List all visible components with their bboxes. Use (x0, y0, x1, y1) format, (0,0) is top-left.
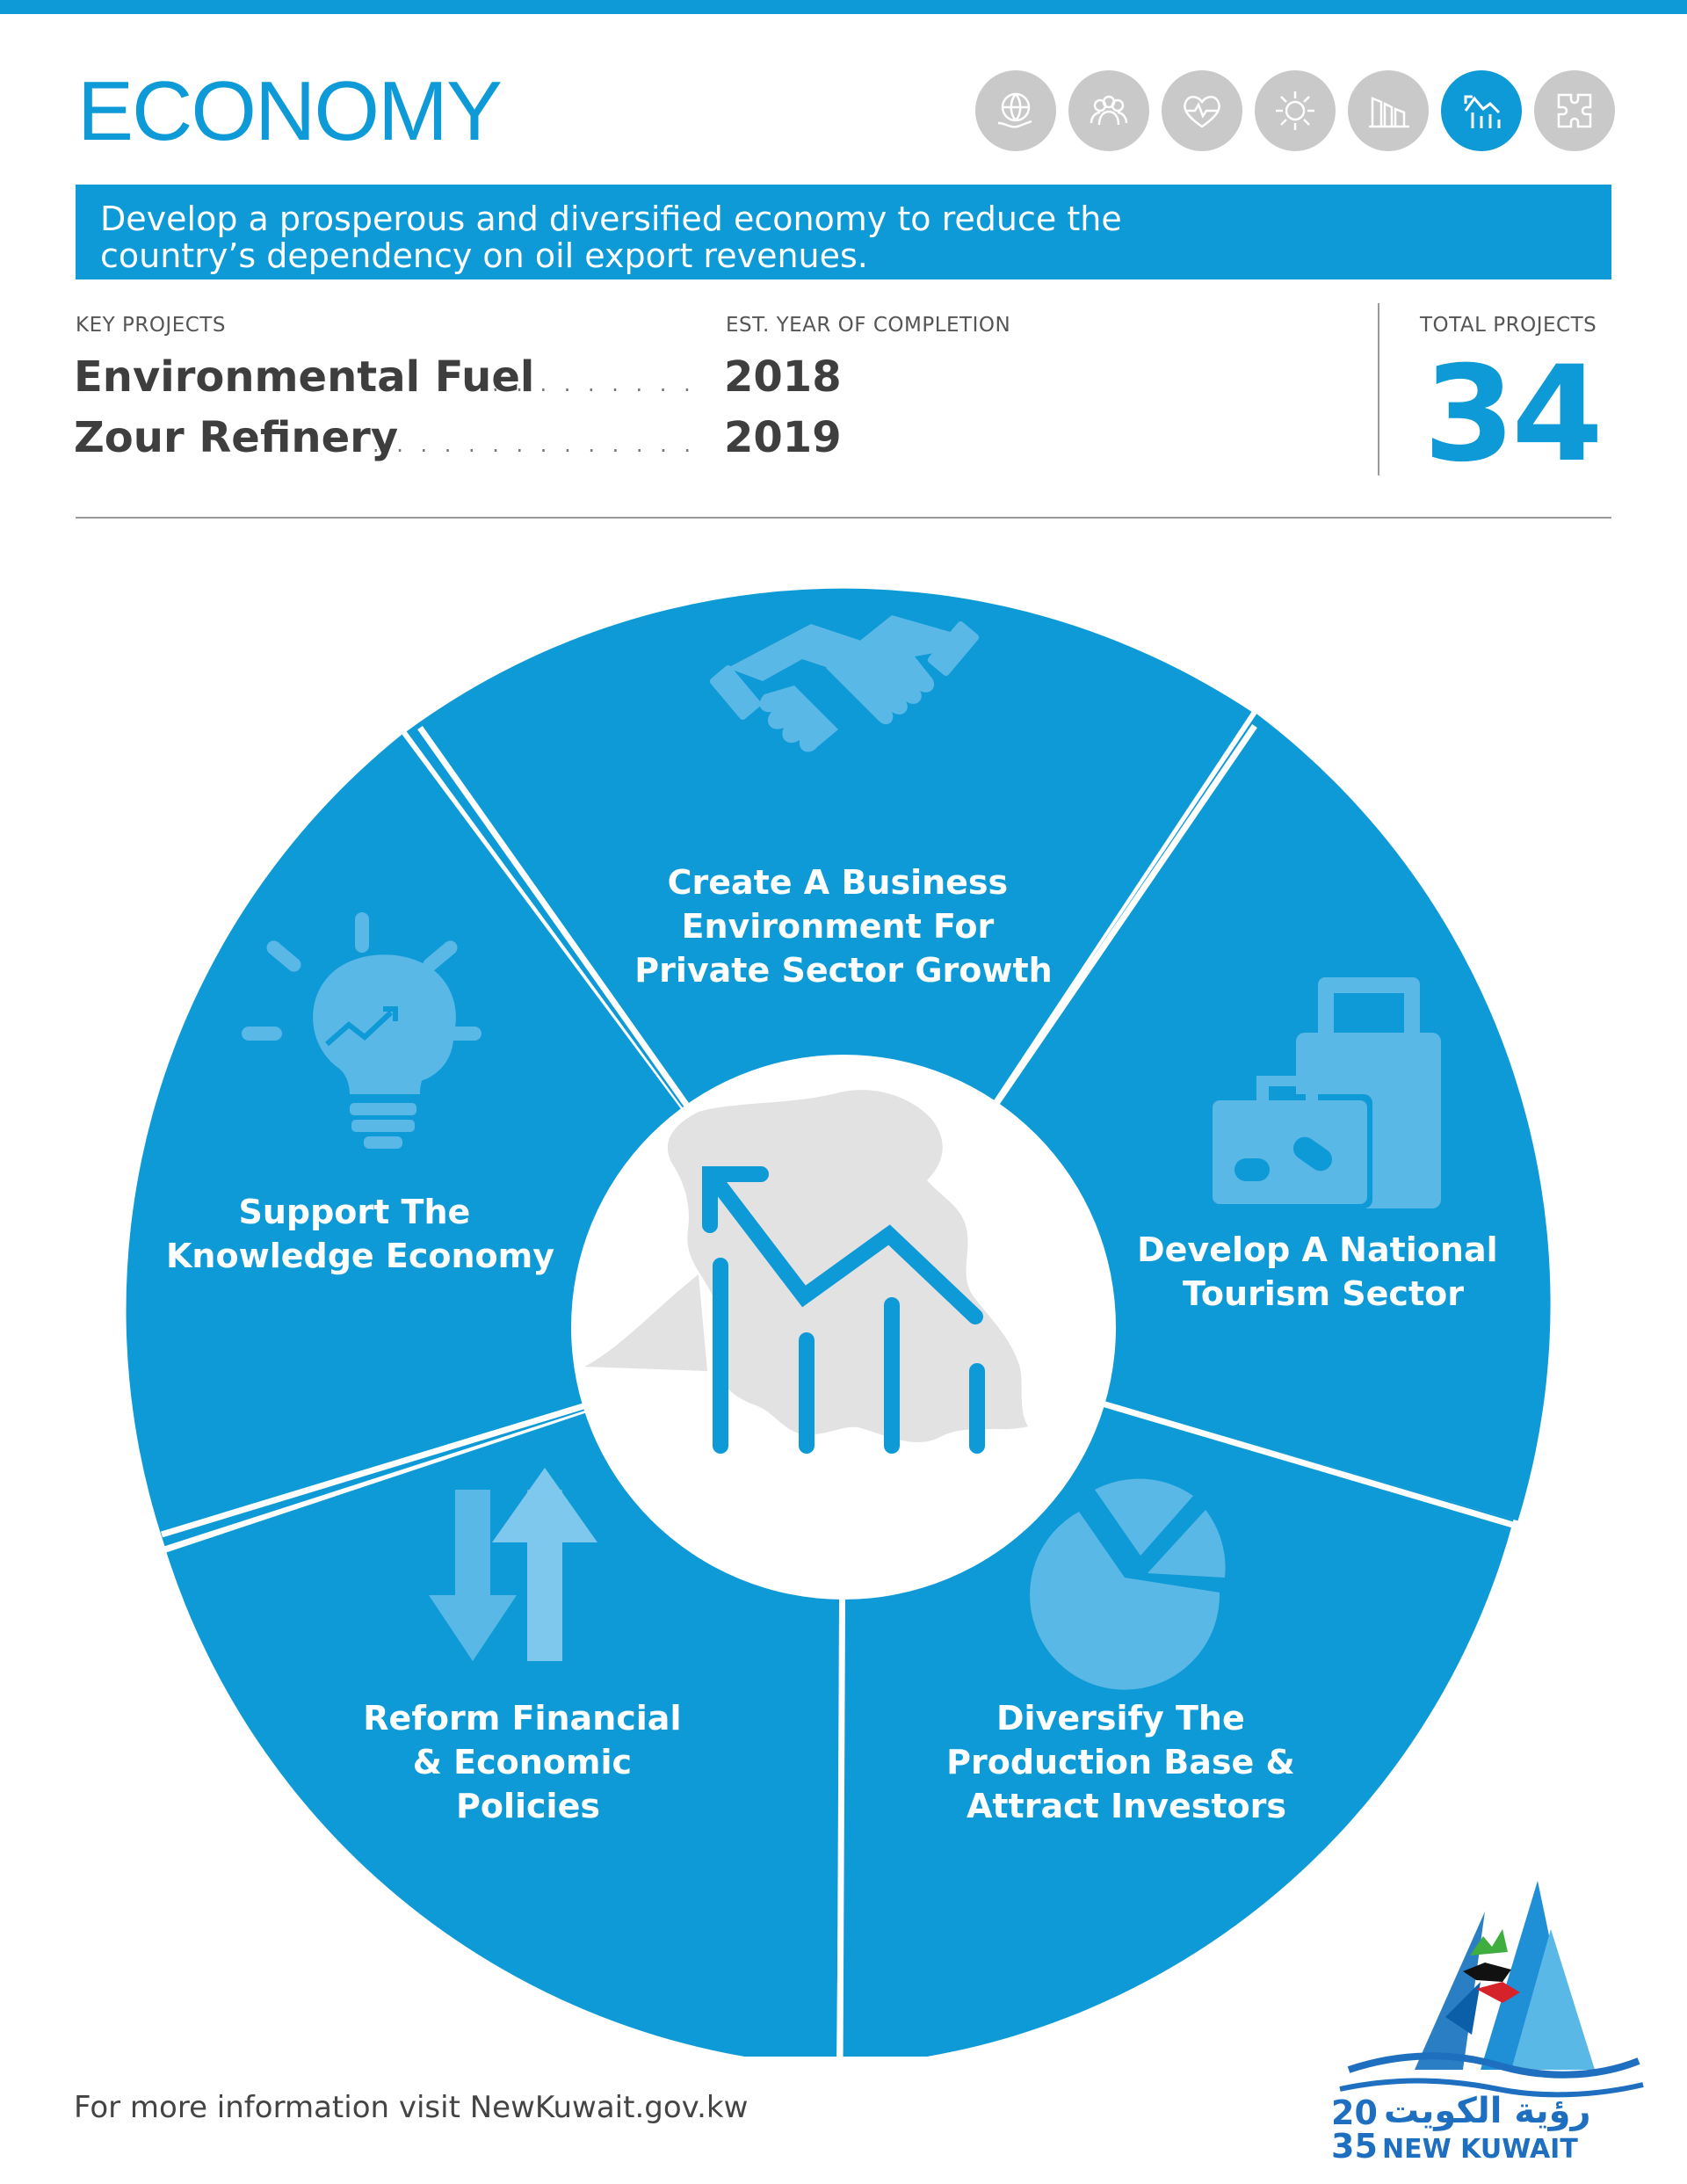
segment-label-line: Create A Business (668, 863, 1009, 902)
segment-label-line: Policies (456, 1787, 600, 1825)
segment-label-line: Knowledge Economy (166, 1237, 554, 1275)
project-year: 2019 (724, 413, 842, 462)
total-projects-count: 34 (1423, 338, 1604, 491)
completion-year-label: EST. YEAR OF COMPLETION (726, 314, 1011, 337)
divider-horizontal (76, 517, 1611, 519)
svg-text:NEW KUWAIT: NEW KUWAIT (1382, 2134, 1578, 2162)
segment-label-line: Diversify The (996, 1699, 1245, 1738)
goal-banner: Develop a prosperous and diversified eco… (76, 185, 1611, 279)
footer-text: For more information visit (74, 2090, 470, 2125)
footer-link[interactable]: NewKuwait.gov.kw (469, 2090, 749, 2125)
project-year: 2018 (724, 352, 842, 402)
leader-dots: . . . . . . . . . . . . . . . . . . . . … (373, 432, 694, 457)
top-accent-bar (0, 0, 1687, 14)
segment-label-line: Attract Investors (967, 1787, 1286, 1825)
segment-label-line: Support The (238, 1193, 470, 1231)
puzzle-icon[interactable] (1534, 70, 1615, 151)
segment-label-line: Private Sector Growth (634, 951, 1052, 990)
pie-chart-icon (1030, 1478, 1226, 1690)
project-name: Zour Refinery (74, 413, 399, 462)
segment-label-production: Diversify The Production Base & Attract … (946, 1699, 1307, 1825)
segment-business[interactable] (406, 588, 1252, 1327)
arrows-icon (429, 1468, 597, 1661)
svg-text:رؤية الكويت: رؤية الكويت (1384, 2091, 1591, 2131)
segment-label-tourism: Develop A National Tourism Sector (1137, 1230, 1510, 1313)
total-projects-label: TOTAL PROJECTS (1420, 314, 1597, 337)
goal-text: Develop a prosperous and diversified eco… (100, 200, 1122, 275)
segment-label-line: Production Base & (946, 1743, 1294, 1781)
segment-label-line: Tourism Sector (1183, 1274, 1464, 1313)
category-icon-bar (975, 70, 1615, 151)
leader-dots: . . . . . . . . . . . . . . . . . . . . … (492, 372, 694, 396)
footer-note: For more information visit NewKuwait.gov… (74, 2090, 748, 2125)
sun-icon[interactable] (1255, 70, 1336, 151)
segment-label-line: Develop A National (1137, 1230, 1498, 1269)
segment-label-line: Environment For (681, 907, 994, 946)
luggage-icon (1206, 977, 1441, 1208)
page-title: ECONOMY (77, 64, 503, 158)
divider-vertical (1378, 303, 1379, 475)
segment-label-line: & Economic (413, 1743, 632, 1781)
segment-label-knowledge: Support The Knowledge Economy (166, 1193, 554, 1275)
svg-text:35: 35 (1331, 2127, 1378, 2162)
segment-label-line: Reform Financial (363, 1699, 681, 1738)
key-projects-label: KEY PROJECTS (76, 314, 226, 337)
strategy-wheel: Create A Business Environment For Privat… (126, 588, 1551, 2057)
globe-hand-icon[interactable] (975, 70, 1056, 151)
segment-label-reform: Reform Financial & Economic Policies (363, 1699, 692, 1825)
factory-icon[interactable] (1348, 70, 1429, 151)
heart-pulse-icon[interactable] (1162, 70, 1242, 151)
bar-chart-icon[interactable] (1441, 70, 1522, 151)
handshake-icon (709, 615, 980, 752)
svg-text:20: 20 (1331, 2093, 1378, 2132)
new-kuwait-vision-logo: 20 35 رؤية الكويت NEW KUWAIT (1331, 1881, 1644, 2162)
project-name: Environmental Fuel (74, 352, 535, 402)
people-icon[interactable] (1068, 70, 1149, 151)
segment-label-business: Create A Business Environment For Privat… (634, 863, 1052, 990)
lightbulb-icon (242, 912, 481, 1149)
declining-chart-icon (702, 1166, 985, 1454)
